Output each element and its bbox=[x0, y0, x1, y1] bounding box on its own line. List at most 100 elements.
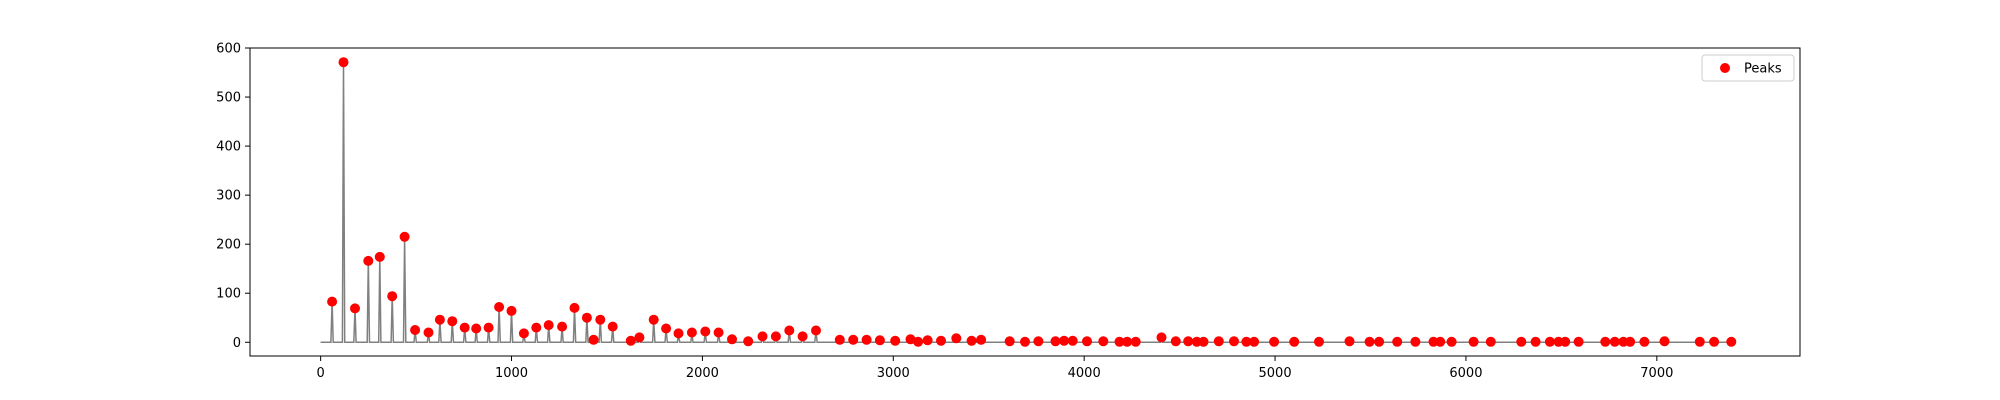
peak-point bbox=[1530, 336, 1541, 347]
peak-point bbox=[673, 328, 684, 339]
peak-point bbox=[1289, 336, 1300, 347]
peak-point bbox=[1364, 336, 1375, 347]
peak-point bbox=[922, 335, 933, 346]
peak-point bbox=[1059, 335, 1070, 346]
peak-point bbox=[1170, 336, 1181, 347]
peak-point bbox=[1694, 336, 1705, 347]
peak-point bbox=[1198, 336, 1209, 347]
x-tick-label: 4000 bbox=[1068, 366, 1101, 381]
peak-point bbox=[966, 335, 977, 346]
peak-point bbox=[1098, 336, 1109, 347]
peak-point bbox=[459, 322, 470, 333]
peak-point bbox=[350, 303, 360, 314]
peak-point bbox=[434, 314, 445, 325]
x-tick-label: 2000 bbox=[686, 366, 719, 381]
y-tick-label: 600 bbox=[216, 42, 241, 57]
peak-point bbox=[447, 316, 458, 327]
peak-point bbox=[1446, 336, 1457, 347]
peak-point bbox=[327, 296, 338, 307]
peak-point bbox=[1468, 336, 1479, 347]
peak-point bbox=[1067, 335, 1078, 346]
peak-point bbox=[797, 331, 808, 342]
y-tick-label: 400 bbox=[216, 140, 241, 155]
peak-point bbox=[1516, 336, 1527, 347]
peak-point bbox=[661, 323, 672, 334]
peak-point bbox=[625, 335, 636, 346]
peak-point bbox=[506, 305, 517, 316]
peak-point bbox=[483, 322, 494, 333]
peak-point bbox=[1183, 336, 1194, 347]
peak-point bbox=[1392, 336, 1403, 347]
peak-point bbox=[834, 334, 845, 345]
x-tick-label: 7000 bbox=[1640, 366, 1673, 381]
peak-point bbox=[811, 325, 821, 336]
peak-point bbox=[581, 312, 592, 323]
peak-point bbox=[861, 334, 872, 345]
peak-point bbox=[471, 323, 482, 334]
peak-point bbox=[648, 314, 659, 325]
peak-point bbox=[399, 231, 410, 242]
peak-point bbox=[363, 255, 374, 266]
peak-point bbox=[338, 57, 349, 68]
peak-point bbox=[1229, 336, 1239, 347]
x-tick-label: 1000 bbox=[495, 366, 528, 381]
legend-label: Peaks bbox=[1744, 62, 1782, 77]
peak-point bbox=[1573, 336, 1584, 347]
peak-point bbox=[1625, 336, 1636, 347]
peak-point bbox=[1600, 336, 1611, 347]
peak-point bbox=[1249, 336, 1260, 347]
peak-point bbox=[700, 326, 711, 337]
peak-point bbox=[727, 334, 737, 345]
legend-marker bbox=[1720, 63, 1730, 73]
peak-point bbox=[387, 291, 398, 302]
peak-point bbox=[1485, 336, 1496, 347]
peak-point bbox=[1033, 336, 1044, 347]
peak-point bbox=[543, 320, 554, 331]
peak-point bbox=[588, 334, 599, 345]
peak-point bbox=[1156, 332, 1167, 343]
peak-point bbox=[1269, 336, 1280, 347]
peak-point bbox=[1435, 336, 1446, 347]
peak-point bbox=[1374, 336, 1385, 347]
peak-point bbox=[1314, 336, 1324, 347]
peak-point bbox=[1122, 336, 1133, 347]
x-axis: 0 1000 2000 3000 4000 5000 6000 7000 bbox=[316, 356, 1673, 381]
peak-point bbox=[595, 314, 606, 325]
peak-point bbox=[1726, 336, 1737, 347]
peak-point bbox=[713, 327, 724, 338]
peak-point bbox=[976, 334, 987, 345]
peak-point bbox=[1050, 336, 1061, 347]
plot-frame bbox=[249, 47, 1801, 357]
peak-point bbox=[874, 335, 885, 346]
peak-point bbox=[1082, 336, 1092, 347]
x-tick-label: 0 bbox=[316, 366, 324, 381]
peak-point bbox=[743, 336, 754, 347]
peak-point bbox=[1560, 336, 1571, 347]
y-axis: 0 100 200 300 400 500 600 bbox=[216, 42, 250, 351]
peak-point bbox=[1344, 336, 1355, 347]
peak-point bbox=[423, 327, 434, 338]
peaks-layer bbox=[327, 57, 1737, 347]
y-tick-label: 100 bbox=[216, 287, 241, 302]
peak-point bbox=[518, 328, 529, 339]
x-tick-label: 5000 bbox=[1259, 366, 1292, 381]
peak-point bbox=[569, 302, 580, 313]
peak-point bbox=[607, 321, 618, 332]
peak-point bbox=[1004, 336, 1015, 347]
peak-point bbox=[1114, 336, 1125, 347]
peak-point bbox=[1020, 336, 1030, 347]
peak-point bbox=[634, 332, 645, 343]
peak-point bbox=[770, 331, 781, 342]
peak-point bbox=[686, 327, 697, 338]
peak-point bbox=[1639, 336, 1650, 347]
peak-point bbox=[1130, 336, 1141, 347]
peak-point bbox=[1659, 336, 1670, 347]
peak-point bbox=[1544, 336, 1555, 347]
peak-point bbox=[531, 322, 542, 333]
x-tick-label: 6000 bbox=[1449, 366, 1482, 381]
peak-point bbox=[848, 334, 859, 345]
peak-point bbox=[494, 302, 505, 312]
y-tick-label: 300 bbox=[216, 189, 241, 204]
legend-box bbox=[1701, 54, 1795, 82]
